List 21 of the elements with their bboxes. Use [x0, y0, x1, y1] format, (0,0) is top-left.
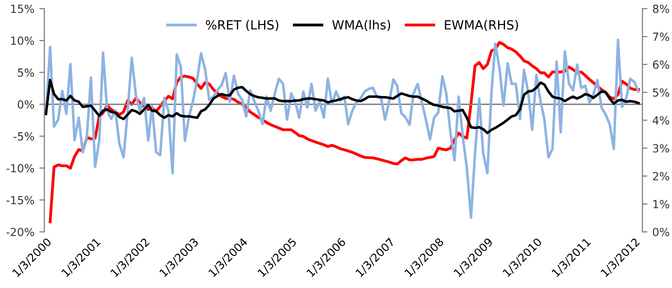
y-tick-label: -20% [6, 228, 34, 236]
y-tick-label: 10% [11, 36, 34, 45]
y2-tick-label: 7% [653, 32, 670, 41]
y-tick-label: -10% [6, 164, 34, 172]
y-tick-label: 0% [18, 100, 34, 109]
y-tick-label: 5% [18, 68, 34, 77]
y-tick-label: -15% [6, 196, 34, 204]
y2-tick-label: 3% [653, 144, 670, 153]
y2-tick-label: 5% [653, 88, 670, 97]
y2-tick-label: 4% [652, 116, 670, 125]
y2-tick-label: 8% [652, 4, 670, 14]
y2-tick-label: 6% [652, 60, 670, 69]
y2-tick-label: 0% [652, 228, 670, 236]
y-tick-label: -5% [14, 132, 34, 141]
legend-label: EWMA(RHS) [444, 20, 518, 32]
line-series [44, 78, 640, 134]
y2-tick-label: 1% [653, 200, 670, 208]
legend-label: %RET (LHS) [206, 20, 278, 32]
y2-tick-label: 2% [652, 172, 670, 180]
legend-label: WMA(lhs) [332, 20, 390, 32]
y-tick-label: 15% [11, 4, 34, 14]
